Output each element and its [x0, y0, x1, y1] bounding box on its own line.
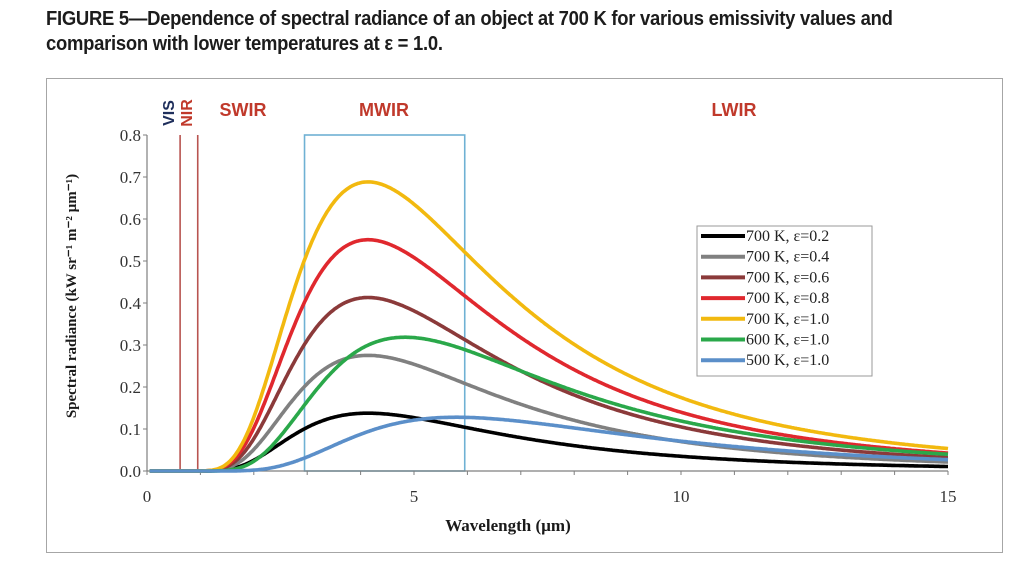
- y-tick-label: 0.6: [120, 210, 141, 229]
- band-labels: VIS NIR SWIR MWIR LWIR: [161, 99, 757, 127]
- legend-label: 700 K, ε=0.6: [746, 269, 829, 286]
- legend-label: 700 K, ε=0.2: [746, 228, 829, 245]
- y-tick-label: 0.1: [120, 420, 141, 439]
- series-line-0: [149, 411, 949, 473]
- figure-title-line2: comparison with lower temperatures at ε …: [46, 32, 443, 55]
- band-label-mwir: MWIR: [359, 100, 409, 120]
- x-tick-label: 10: [673, 487, 690, 506]
- band-label-lwir: LWIR: [712, 100, 757, 120]
- band-label-swir: SWIR: [220, 100, 267, 120]
- band-label-nir: NIR: [179, 99, 196, 127]
- x-tick-label: 0: [143, 487, 152, 506]
- legend-label: 700 K, ε=1.0: [746, 311, 829, 328]
- series-line-4: [149, 180, 949, 473]
- legend-label: 700 K, ε=0.4: [746, 249, 829, 266]
- figure-title: FIGURE 5—Dependence of spectral radiance…: [46, 6, 910, 56]
- series-lines: [149, 180, 949, 473]
- y-axis-label: Spectral radiance (kW sr⁻¹ m⁻² µm⁻¹): [64, 174, 80, 418]
- y-tick-label: 0.8: [120, 126, 141, 145]
- band-label-vis: VIS: [161, 100, 178, 126]
- chart-frame: [46, 78, 1003, 553]
- x-axis-label: Wavelength (µm): [445, 516, 570, 535]
- figure-title-line1: FIGURE 5—Dependence of spectral radiance…: [46, 7, 893, 30]
- x-tick-label: 15: [940, 487, 957, 506]
- legend-label: 500 K, ε=1.0: [746, 352, 829, 369]
- legend: 700 K, ε=0.2 700 K, ε=0.4 700 K, ε=0.6 700 …: [696, 225, 873, 377]
- series-line-2: [149, 295, 949, 473]
- legend-box: [696, 225, 873, 377]
- legend-label: 600 K, ε=1.0: [746, 332, 829, 349]
- legend-label: 700 K, ε=0.8: [746, 290, 829, 307]
- axes: 0.0 0.1 0.2 0.3 0.4 0.5 0.6 0.7 0.8 0 5 10 15: [120, 126, 957, 506]
- y-tick-label: 0.5: [120, 252, 141, 271]
- y-tick-label: 0.4: [120, 294, 142, 313]
- y-tick-label: 0.0: [120, 462, 141, 481]
- series-line-3: [149, 237, 949, 473]
- series-line-6: [149, 415, 949, 473]
- x-tick-label: 5: [410, 487, 419, 506]
- series-line-1: [149, 353, 949, 473]
- y-tick-label: 0.2: [120, 378, 141, 397]
- y-tick-label: 0.3: [120, 336, 141, 355]
- series-line-5: [149, 335, 949, 473]
- y-tick-label: 0.7: [120, 168, 142, 187]
